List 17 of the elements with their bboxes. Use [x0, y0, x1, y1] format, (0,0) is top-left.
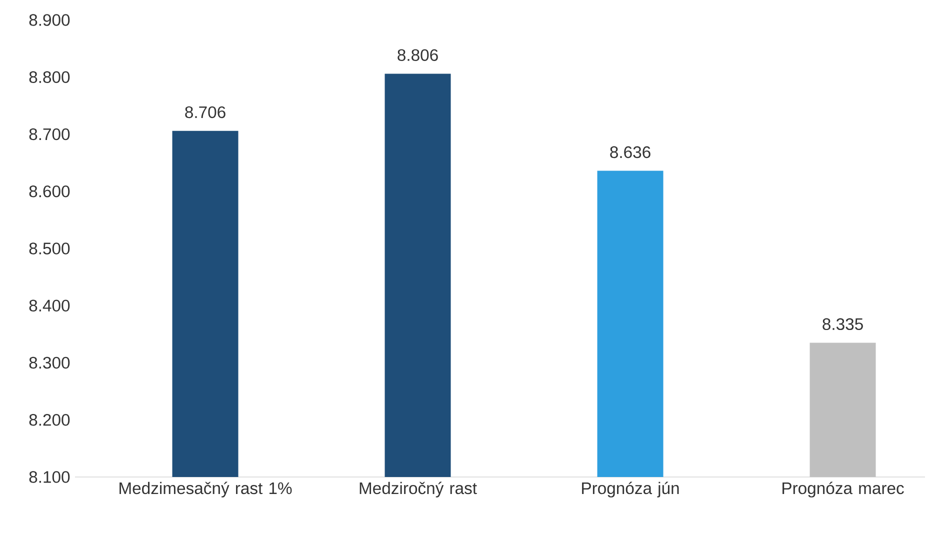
x-tick-label: Medziročný rast — [360, 482, 477, 498]
x-tick-label: Prognóza jún — [582, 482, 679, 498]
y-tick-label: 8.600 — [29, 185, 70, 198]
data-label: 8.636 — [610, 146, 650, 158]
x-tick-label: Medzimesačný rast 1% — [120, 482, 292, 498]
y-tick-label: 8.900 — [29, 14, 70, 26]
y-tick-label: 8.300 — [29, 356, 70, 369]
y-tick-label: 8.100 — [29, 471, 70, 483]
y-tick-label: 8.500 — [29, 242, 70, 254]
y-tick-label: 8.400 — [29, 300, 70, 312]
y-tick-label: 8.700 — [29, 128, 70, 140]
data-label: 8.806 — [398, 49, 438, 61]
data-label: 8.335 — [822, 318, 863, 330]
y-tick-label: 8.800 — [29, 71, 70, 84]
y-tick-label: 8.200 — [29, 414, 70, 426]
x-tick-label: Prognóza marec — [782, 482, 904, 498]
data-label: 8.706 — [185, 106, 226, 118]
